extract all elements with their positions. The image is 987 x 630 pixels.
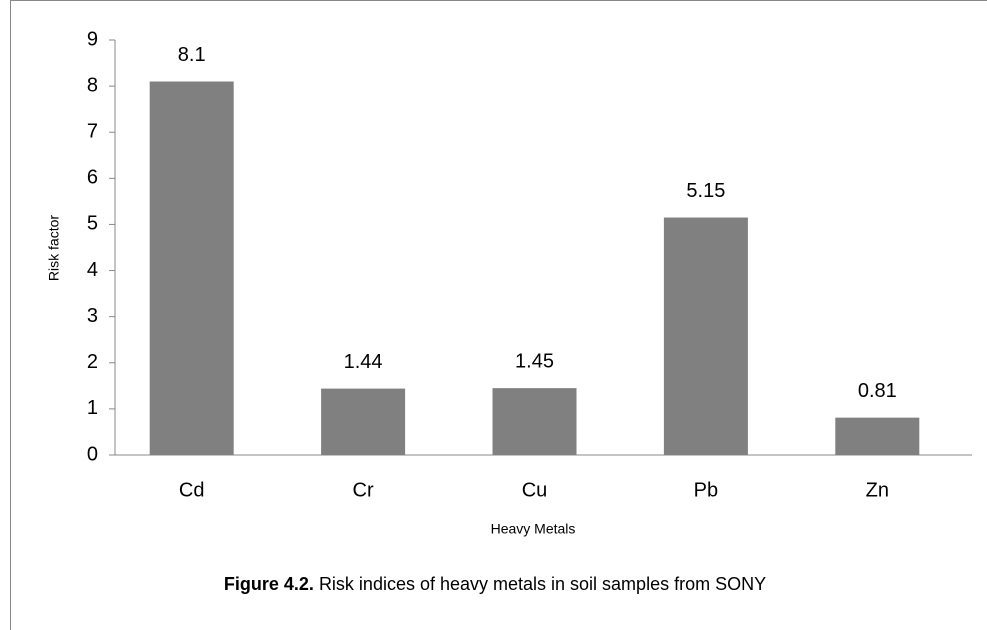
bar <box>321 388 406 455</box>
y-tick-label: 3 <box>87 305 98 327</box>
x-tick-label: Cd <box>179 479 205 501</box>
caption-text: Risk indices of heavy metals in soil sam… <box>319 574 766 594</box>
y-tick-label: 8 <box>87 74 98 96</box>
data-label: 1.45 <box>515 350 554 372</box>
y-tick-label: 0 <box>87 443 98 465</box>
bar <box>492 388 577 455</box>
bar <box>835 417 920 455</box>
bar <box>149 81 234 455</box>
y-tick-label: 7 <box>87 121 98 143</box>
x-tick-label: Cu <box>522 479 548 501</box>
data-label: 0.81 <box>858 380 897 402</box>
data-label: 1.44 <box>344 351 383 373</box>
caption: Figure 4.2. Risk indices of heavy metals… <box>224 574 766 594</box>
y-axis-title: Risk factor <box>46 215 62 281</box>
y-tick-label: 2 <box>87 351 98 373</box>
x-axis-title: Heavy Metals <box>491 521 576 537</box>
y-tick-label: 5 <box>87 213 98 235</box>
caption-label: Figure 4.2. <box>224 574 314 594</box>
y-tick-label: 6 <box>87 167 98 189</box>
data-label: 8.1 <box>178 44 206 66</box>
x-tick-label: Cr <box>353 479 374 501</box>
y-tick-label: 9 <box>87 28 98 50</box>
x-tick-label: Pb <box>694 479 718 501</box>
bar <box>663 217 748 455</box>
y-tick-label: 4 <box>87 259 98 281</box>
x-tick-label: Zn <box>866 479 889 501</box>
y-tick-label: 1 <box>87 397 98 419</box>
data-label: 5.15 <box>686 180 725 202</box>
